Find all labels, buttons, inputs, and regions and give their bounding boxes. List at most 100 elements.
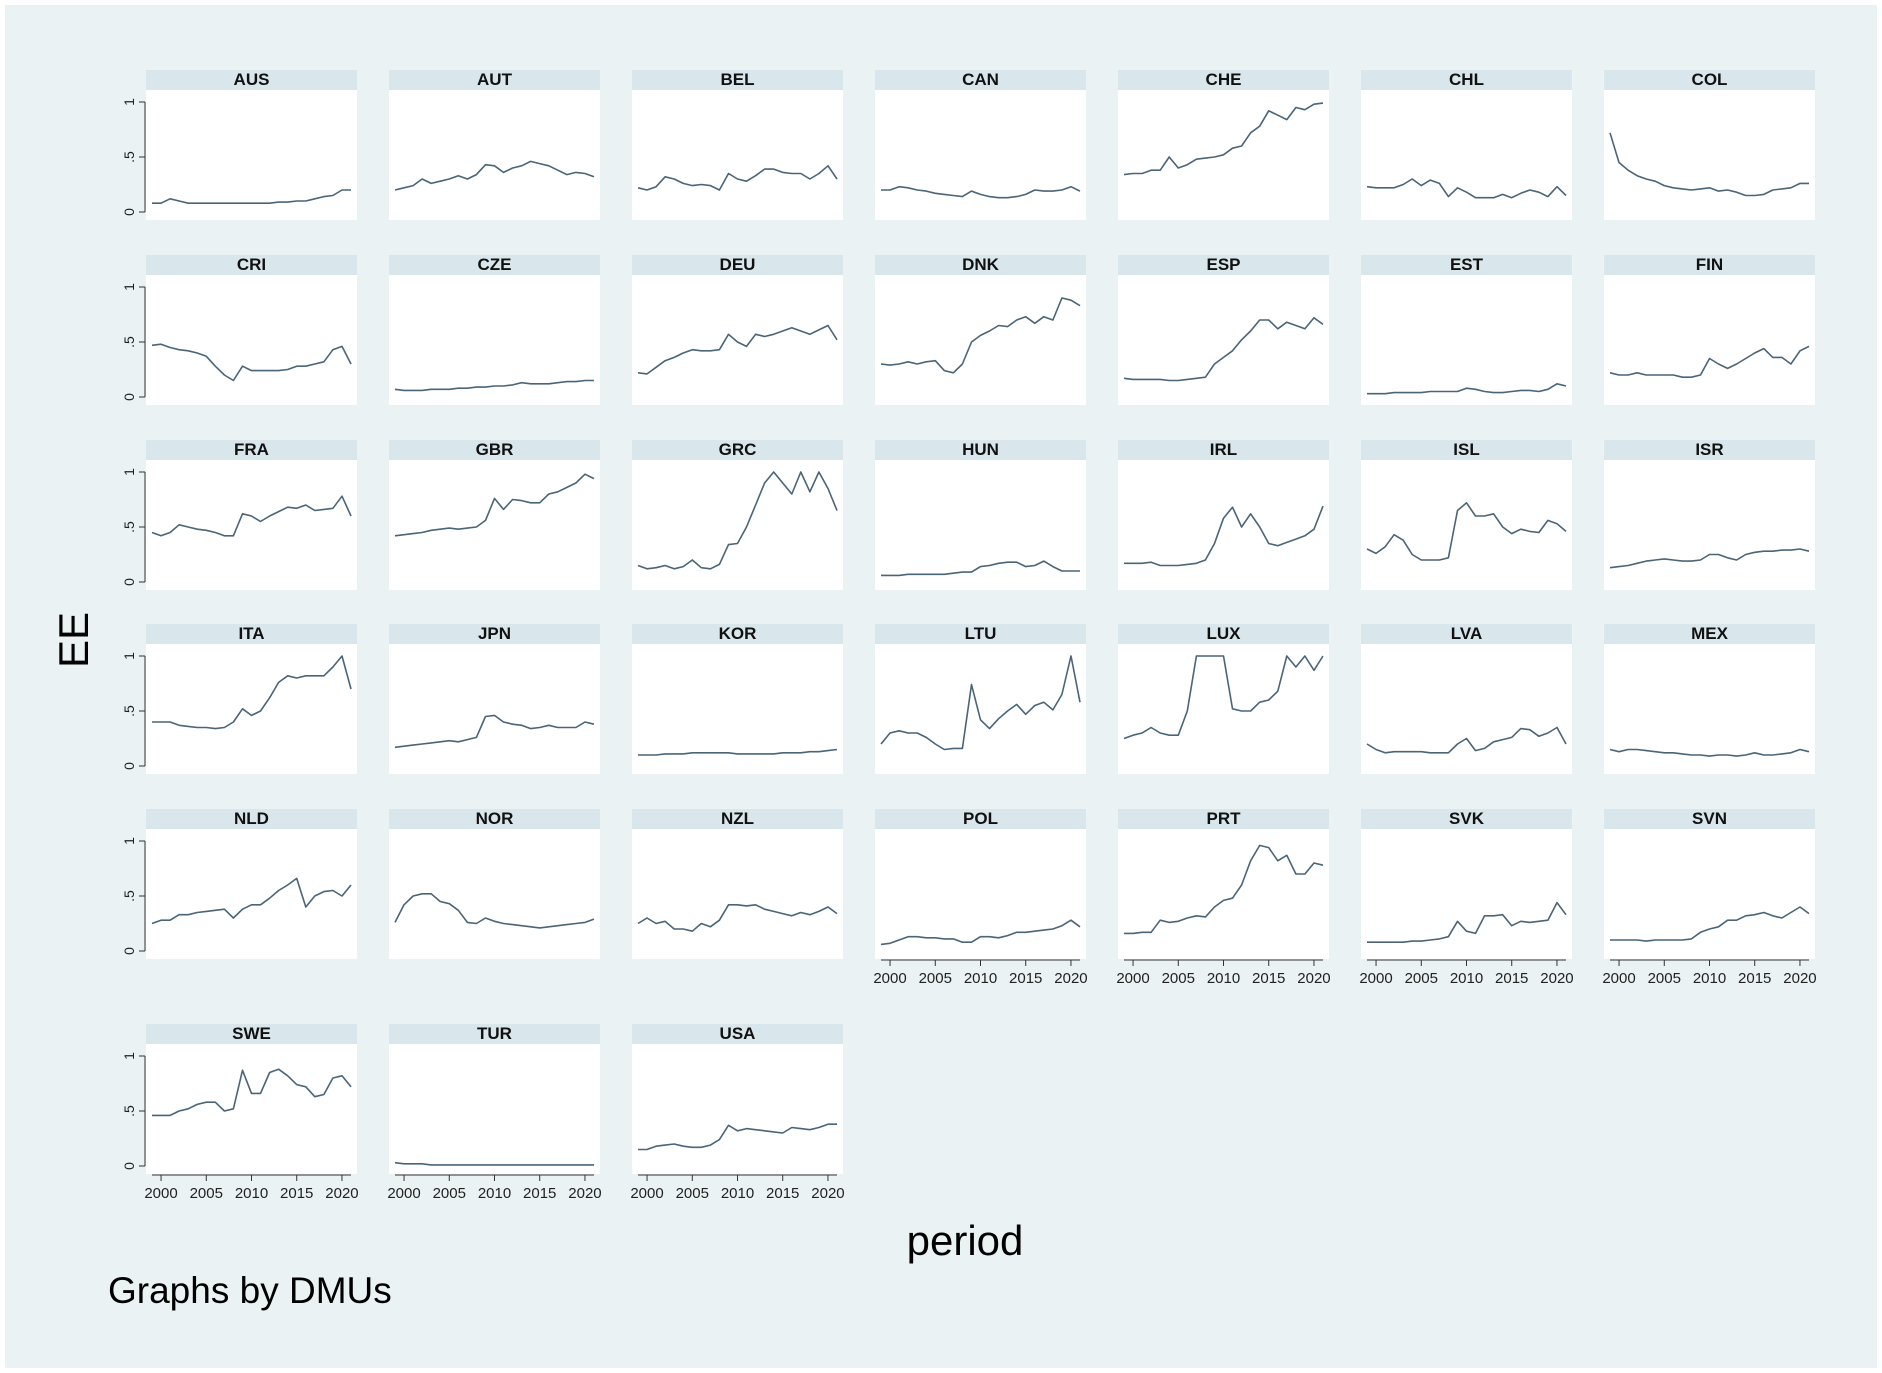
panel-nzl: NZL xyxy=(632,809,843,959)
panel-dnk: DNK xyxy=(875,255,1086,405)
panel-title: ISR xyxy=(1695,440,1723,459)
panel-title: FIN xyxy=(1696,255,1723,274)
series-line-tur xyxy=(394,1161,594,1166)
panel-strip xyxy=(146,1024,357,1044)
panel-strip xyxy=(1604,255,1815,275)
panel-plot-area xyxy=(1604,275,1815,405)
panel-plot-area xyxy=(146,829,357,959)
panel-strip xyxy=(1361,255,1572,275)
panel-title: PRT xyxy=(1207,809,1242,828)
panel-plot-area xyxy=(1361,275,1572,405)
panel-strip xyxy=(146,809,357,829)
panel-plot-area xyxy=(1118,829,1329,959)
y-tick-label: 0 xyxy=(121,578,137,586)
panel-strip xyxy=(389,255,600,275)
x-tick-label: 2020 xyxy=(1297,970,1330,987)
panel-ltu: LTU xyxy=(875,624,1086,774)
panel-title: EST xyxy=(1450,255,1484,274)
series-line-che xyxy=(1123,102,1324,176)
series-line-fra xyxy=(151,495,352,537)
series-line-pol xyxy=(880,919,1081,946)
series-line-prt xyxy=(1124,844,1324,935)
panel-strip xyxy=(632,255,843,275)
panel-irl: IRL xyxy=(1118,440,1329,590)
panel-title: AUT xyxy=(477,70,513,89)
panel-swe: SWE 0 .5 1 2000 2005 2010 2015 2020 xyxy=(121,1024,359,1202)
panel-title: IRL xyxy=(1210,440,1237,459)
x-tick-label: 2000 xyxy=(1116,970,1149,987)
x-tick-label: 2020 xyxy=(811,1185,844,1202)
panel-title: ITA xyxy=(238,624,264,643)
panel-nld: NLD 0 .5 1 xyxy=(121,809,357,959)
x-tick-label: 2015 xyxy=(1738,970,1771,987)
series-line-esp xyxy=(1123,316,1324,382)
panel-strip xyxy=(1118,809,1329,829)
panel-strip xyxy=(1361,70,1572,90)
x-tick-label: 2020 xyxy=(1054,970,1087,987)
panel-plot-area xyxy=(875,829,1086,959)
panel-strip xyxy=(1118,70,1329,90)
panel-title: NLD xyxy=(234,809,269,828)
panel-title: HUN xyxy=(962,440,999,459)
series-line-swe xyxy=(152,1068,352,1117)
panel-cze: CZE xyxy=(389,255,600,405)
panel-strip xyxy=(875,809,1086,829)
panel-strip xyxy=(1118,440,1329,460)
x-tick-label: 2010 xyxy=(478,1185,511,1202)
series-line-nzl xyxy=(637,903,838,933)
panel-title: AUS xyxy=(234,70,270,89)
x-tick-label: 2000 xyxy=(873,970,906,987)
x-axis-title: period xyxy=(907,1217,1024,1264)
series-line-jpn xyxy=(394,714,595,749)
y-tick-label: 1 xyxy=(121,468,137,476)
panel-title: TUR xyxy=(477,1024,512,1043)
series-line-grc xyxy=(637,471,838,570)
series-line-usa xyxy=(638,1123,837,1151)
panel-fra: FRA 0 .5 1 xyxy=(121,440,357,590)
panel-title: ESP xyxy=(1206,255,1240,274)
panel-plot-area xyxy=(1604,644,1815,774)
panel-strip xyxy=(875,70,1086,90)
panels-layer: AUS 0 .5 1 AUT BEL CAN CHE CHL COL CRI 0 .5 1 CZE DEU DN… xyxy=(121,70,1817,1202)
panel-svk: SVK 2000 2005 2010 2015 2020 xyxy=(1359,809,1574,987)
panel-deu: DEU xyxy=(632,255,843,405)
y-tick-label: 0 xyxy=(121,208,137,216)
y-tick-label: 1 xyxy=(121,98,137,106)
panel-plot-area xyxy=(875,90,1086,220)
panel-nor: NOR xyxy=(389,809,600,959)
panel-svn: SVN 2000 2005 2010 2015 2020 xyxy=(1602,809,1817,987)
panel-title: LUX xyxy=(1207,624,1242,643)
panel-plot-area xyxy=(1604,90,1815,220)
x-tick-label: 2005 xyxy=(676,1185,709,1202)
panel-title: LVA xyxy=(1451,624,1482,643)
panel-plot-area xyxy=(389,644,600,774)
panel-plot-area xyxy=(632,90,843,220)
panel-plot-area xyxy=(1361,644,1572,774)
panel-strip xyxy=(146,440,357,460)
panel-title: DNK xyxy=(962,255,1000,274)
panel-title: POL xyxy=(963,809,998,828)
panel-plot-area xyxy=(632,1044,843,1174)
series-line-ita xyxy=(152,655,352,730)
panel-plot-area xyxy=(1604,460,1815,590)
panel-strip xyxy=(875,255,1086,275)
panel-mex: MEX xyxy=(1604,624,1815,774)
x-tick-label: 2015 xyxy=(766,1185,799,1202)
panel-title: CAN xyxy=(962,70,999,89)
panel-kor: KOR xyxy=(632,624,843,774)
panel-plot-area xyxy=(1361,90,1572,220)
x-tick-label: 2010 xyxy=(721,1185,754,1202)
panel-plot-area xyxy=(632,460,843,590)
panel-aus: AUS 0 .5 1 xyxy=(121,70,357,220)
panel-strip xyxy=(146,255,357,275)
panel-aut: AUT xyxy=(389,70,600,220)
y-tick-label: 0 xyxy=(121,947,137,955)
panel-plot-area xyxy=(1118,460,1329,590)
panel-title: USA xyxy=(720,1024,756,1043)
panel-title: DEU xyxy=(720,255,756,274)
panel-bel: BEL xyxy=(632,70,843,220)
panel-prt: PRT 2000 2005 2010 2015 2020 xyxy=(1116,809,1331,987)
series-line-gbr xyxy=(394,473,595,537)
panel-tur: TUR 2000 2005 2010 2015 2020 xyxy=(387,1024,602,1202)
y-axis-title: EE xyxy=(50,612,97,668)
